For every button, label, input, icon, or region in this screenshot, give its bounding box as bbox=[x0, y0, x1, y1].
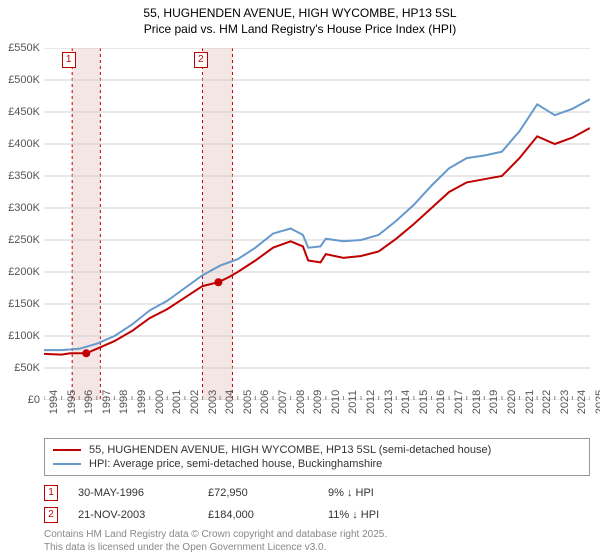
legend: 55, HUGHENDEN AVENUE, HIGH WYCOMBE, HP13… bbox=[44, 438, 590, 476]
chart-marker-box: 1 bbox=[62, 52, 76, 68]
marker-table: 1 30-MAY-1996 £72,950 9% ↓ HPI 2 21-NOV-2003 £… bbox=[44, 482, 590, 526]
footer-attribution: Contains HM Land Registry data © Crown c… bbox=[44, 528, 387, 554]
x-tick-label: 2002 bbox=[189, 390, 201, 414]
x-tick-label: 2014 bbox=[400, 390, 412, 414]
legend-swatch bbox=[53, 463, 81, 465]
marker-id-box: 1 bbox=[44, 485, 58, 501]
legend-item: HPI: Average price, semi-detached house,… bbox=[53, 457, 581, 471]
x-tick-label: 2004 bbox=[224, 390, 236, 414]
x-tick-label: 2001 bbox=[171, 390, 183, 414]
marker-date: 30-MAY-1996 bbox=[78, 487, 188, 499]
x-tick-label: 2021 bbox=[524, 390, 536, 414]
x-tick-label: 1999 bbox=[136, 390, 148, 414]
footer-line-2: This data is licensed under the Open Gov… bbox=[44, 541, 387, 554]
x-tick-label: 2018 bbox=[471, 390, 483, 414]
x-tick-label: 2013 bbox=[383, 390, 395, 414]
y-tick-label: £100K bbox=[8, 330, 40, 342]
x-tick-label: 1994 bbox=[48, 390, 60, 414]
x-tick-label: 2007 bbox=[277, 390, 289, 414]
chart-svg bbox=[44, 48, 590, 400]
title-line-1: 55, HUGHENDEN AVENUE, HIGH WYCOMBE, HP13… bbox=[0, 6, 600, 22]
title-line-2: Price paid vs. HM Land Registry's House … bbox=[0, 22, 600, 38]
marker-price: £184,000 bbox=[208, 509, 308, 521]
y-tick-label: £50K bbox=[14, 362, 40, 374]
x-tick-label: 1996 bbox=[83, 390, 95, 414]
x-tick-label: 2009 bbox=[312, 390, 324, 414]
y-tick-label: £400K bbox=[8, 138, 40, 150]
marker-pct: 11% ↓ HPI bbox=[328, 509, 448, 521]
x-tick-label: 2012 bbox=[365, 390, 377, 414]
legend-label: 55, HUGHENDEN AVENUE, HIGH WYCOMBE, HP13… bbox=[89, 444, 491, 456]
chart-plot-area: 12 bbox=[44, 48, 590, 400]
x-tick-label: 2022 bbox=[541, 390, 553, 414]
x-tick-label: 1995 bbox=[66, 390, 78, 414]
y-tick-label: £0 bbox=[28, 394, 40, 406]
legend-label: HPI: Average price, semi-detached house,… bbox=[89, 458, 382, 470]
y-tick-label: £350K bbox=[8, 170, 40, 182]
x-tick-label: 2016 bbox=[435, 390, 447, 414]
marker-pct: 9% ↓ HPI bbox=[328, 487, 448, 499]
marker-id-box: 2 bbox=[44, 507, 58, 523]
x-tick-label: 1998 bbox=[118, 390, 130, 414]
x-axis-labels: 1994199519961997199819992000200120022003… bbox=[44, 400, 590, 438]
x-tick-label: 2011 bbox=[347, 390, 359, 414]
legend-item: 55, HUGHENDEN AVENUE, HIGH WYCOMBE, HP13… bbox=[53, 443, 581, 457]
x-tick-label: 2023 bbox=[559, 390, 571, 414]
y-tick-label: £150K bbox=[8, 298, 40, 310]
marker-date: 21-NOV-2003 bbox=[78, 509, 188, 521]
y-axis-labels: £0£50K£100K£150K£200K£250K£300K£350K£400… bbox=[0, 48, 42, 400]
chart-title: 55, HUGHENDEN AVENUE, HIGH WYCOMBE, HP13… bbox=[0, 0, 600, 37]
chart-marker-box: 2 bbox=[194, 52, 208, 68]
x-tick-label: 2024 bbox=[576, 390, 588, 414]
y-tick-label: £300K bbox=[8, 202, 40, 214]
x-tick-label: 2008 bbox=[295, 390, 307, 414]
y-tick-label: £500K bbox=[8, 74, 40, 86]
chart-container: 55, HUGHENDEN AVENUE, HIGH WYCOMBE, HP13… bbox=[0, 0, 600, 560]
x-tick-label: 2020 bbox=[506, 390, 518, 414]
x-tick-label: 1997 bbox=[101, 390, 113, 414]
x-tick-label: 2006 bbox=[259, 390, 271, 414]
y-tick-label: £450K bbox=[8, 106, 40, 118]
y-tick-label: £200K bbox=[8, 266, 40, 278]
x-tick-label: 2010 bbox=[330, 390, 342, 414]
marker-table-row: 2 21-NOV-2003 £184,000 11% ↓ HPI bbox=[44, 504, 590, 526]
x-tick-label: 2017 bbox=[453, 390, 465, 414]
marker-price: £72,950 bbox=[208, 487, 308, 499]
y-tick-label: £250K bbox=[8, 234, 40, 246]
x-tick-label: 2019 bbox=[488, 390, 500, 414]
y-tick-label: £550K bbox=[8, 42, 40, 54]
x-tick-label: 2005 bbox=[242, 390, 254, 414]
footer-line-1: Contains HM Land Registry data © Crown c… bbox=[44, 528, 387, 541]
x-tick-label: 2000 bbox=[154, 390, 166, 414]
x-tick-label: 2025 bbox=[594, 390, 600, 414]
x-tick-label: 2003 bbox=[207, 390, 219, 414]
x-tick-label: 2015 bbox=[418, 390, 430, 414]
legend-swatch bbox=[53, 449, 81, 451]
marker-table-row: 1 30-MAY-1996 £72,950 9% ↓ HPI bbox=[44, 482, 590, 504]
